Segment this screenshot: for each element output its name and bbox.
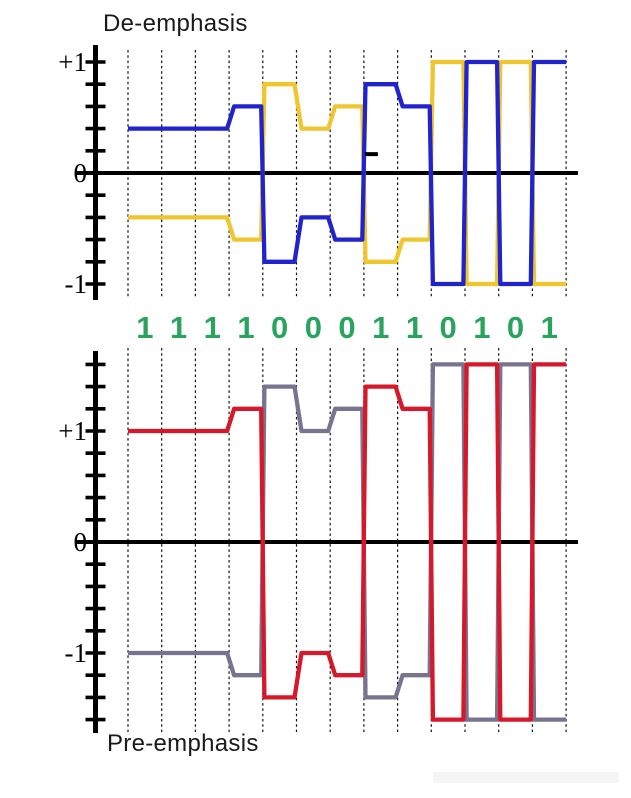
y-tick-label: -1 <box>65 269 88 299</box>
bit-label: 0 <box>338 310 355 345</box>
bit-label: 0 <box>305 310 322 345</box>
y-tick-label: +1 <box>58 416 87 446</box>
red-trace <box>128 362 567 722</box>
blue-trace <box>128 59 567 287</box>
bit-label: 1 <box>541 310 558 345</box>
top-chart-title: De-emphasis <box>103 10 248 37</box>
bit-label: 0 <box>271 310 288 345</box>
bit-label: 1 <box>204 310 221 345</box>
bit-label: 1 <box>473 310 490 345</box>
bit-label: 0 <box>440 310 457 345</box>
bottom-chart-title: Pre-emphasis <box>107 730 259 757</box>
bit-label: 1 <box>237 310 254 345</box>
bit-label: 1 <box>136 310 153 345</box>
y-tick-label: -1 <box>65 638 88 668</box>
y-tick-label: 0 <box>74 527 88 557</box>
bit-label: 0 <box>507 310 524 345</box>
bit-label: 1 <box>170 310 187 345</box>
bit-label: 1 <box>406 310 423 345</box>
watermark <box>433 772 619 783</box>
y-tick-label: +1 <box>58 47 87 77</box>
y-tick-label: 0 <box>74 158 88 188</box>
bit-label: 1 <box>372 310 389 345</box>
